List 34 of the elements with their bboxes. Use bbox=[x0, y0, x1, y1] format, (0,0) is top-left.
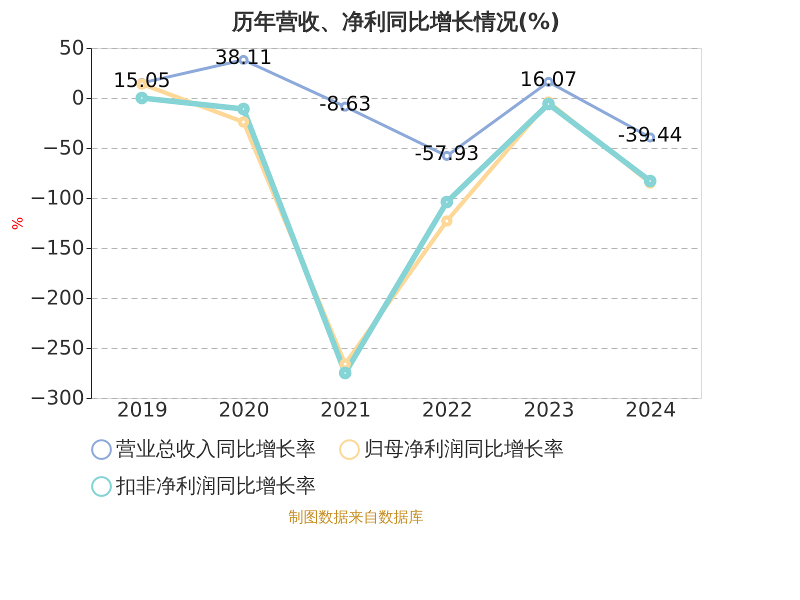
point bbox=[338, 366, 352, 380]
data-label: 15.05 bbox=[113, 68, 170, 92]
data-label: -8.63 bbox=[319, 92, 372, 116]
point bbox=[136, 92, 148, 104]
x-tick-label: 2023 bbox=[524, 398, 574, 422]
y-tick-label: −100 bbox=[30, 186, 84, 210]
x-tick-label: 2021 bbox=[320, 398, 372, 422]
y-tick-label: −200 bbox=[30, 286, 84, 310]
x-tick-label: 2022 bbox=[422, 398, 473, 422]
legend-label: 扣非净利润同比增长率 bbox=[115, 474, 316, 498]
point bbox=[542, 98, 555, 110]
legend-label: 归母净利润同比增长率 bbox=[364, 436, 564, 461]
y-tick-label: −50 bbox=[42, 136, 84, 160]
y-tick-label: −150 bbox=[30, 236, 84, 260]
y-tick-label: −300 bbox=[30, 386, 84, 410]
legend-label: 营业总收入同比增长率 bbox=[116, 436, 316, 461]
chart-title: 历年营收、净利同比增长情况(%) bbox=[230, 10, 560, 35]
point bbox=[440, 196, 454, 208]
y-tick-label: 50 bbox=[59, 36, 84, 60]
point bbox=[644, 174, 656, 188]
y-tick-label: 0 bbox=[72, 86, 84, 110]
data-label: 16.07 bbox=[520, 66, 578, 91]
data-label: -57.93 bbox=[414, 140, 480, 165]
x-tick-label: 2019 bbox=[116, 398, 168, 422]
point bbox=[238, 116, 250, 128]
data-label: 38.11 bbox=[214, 44, 272, 69]
text: 制图数据来自数据库 bbox=[288, 508, 424, 526]
x-tick-label: 2020 bbox=[218, 398, 270, 422]
y-axis-title: % bbox=[10, 216, 27, 230]
data-label: -39.44 bbox=[618, 122, 682, 146]
y-tick-label: −250 bbox=[30, 336, 84, 360]
point bbox=[237, 102, 250, 116]
point bbox=[441, 215, 452, 227]
x-tick-label: 2024 bbox=[625, 398, 676, 422]
